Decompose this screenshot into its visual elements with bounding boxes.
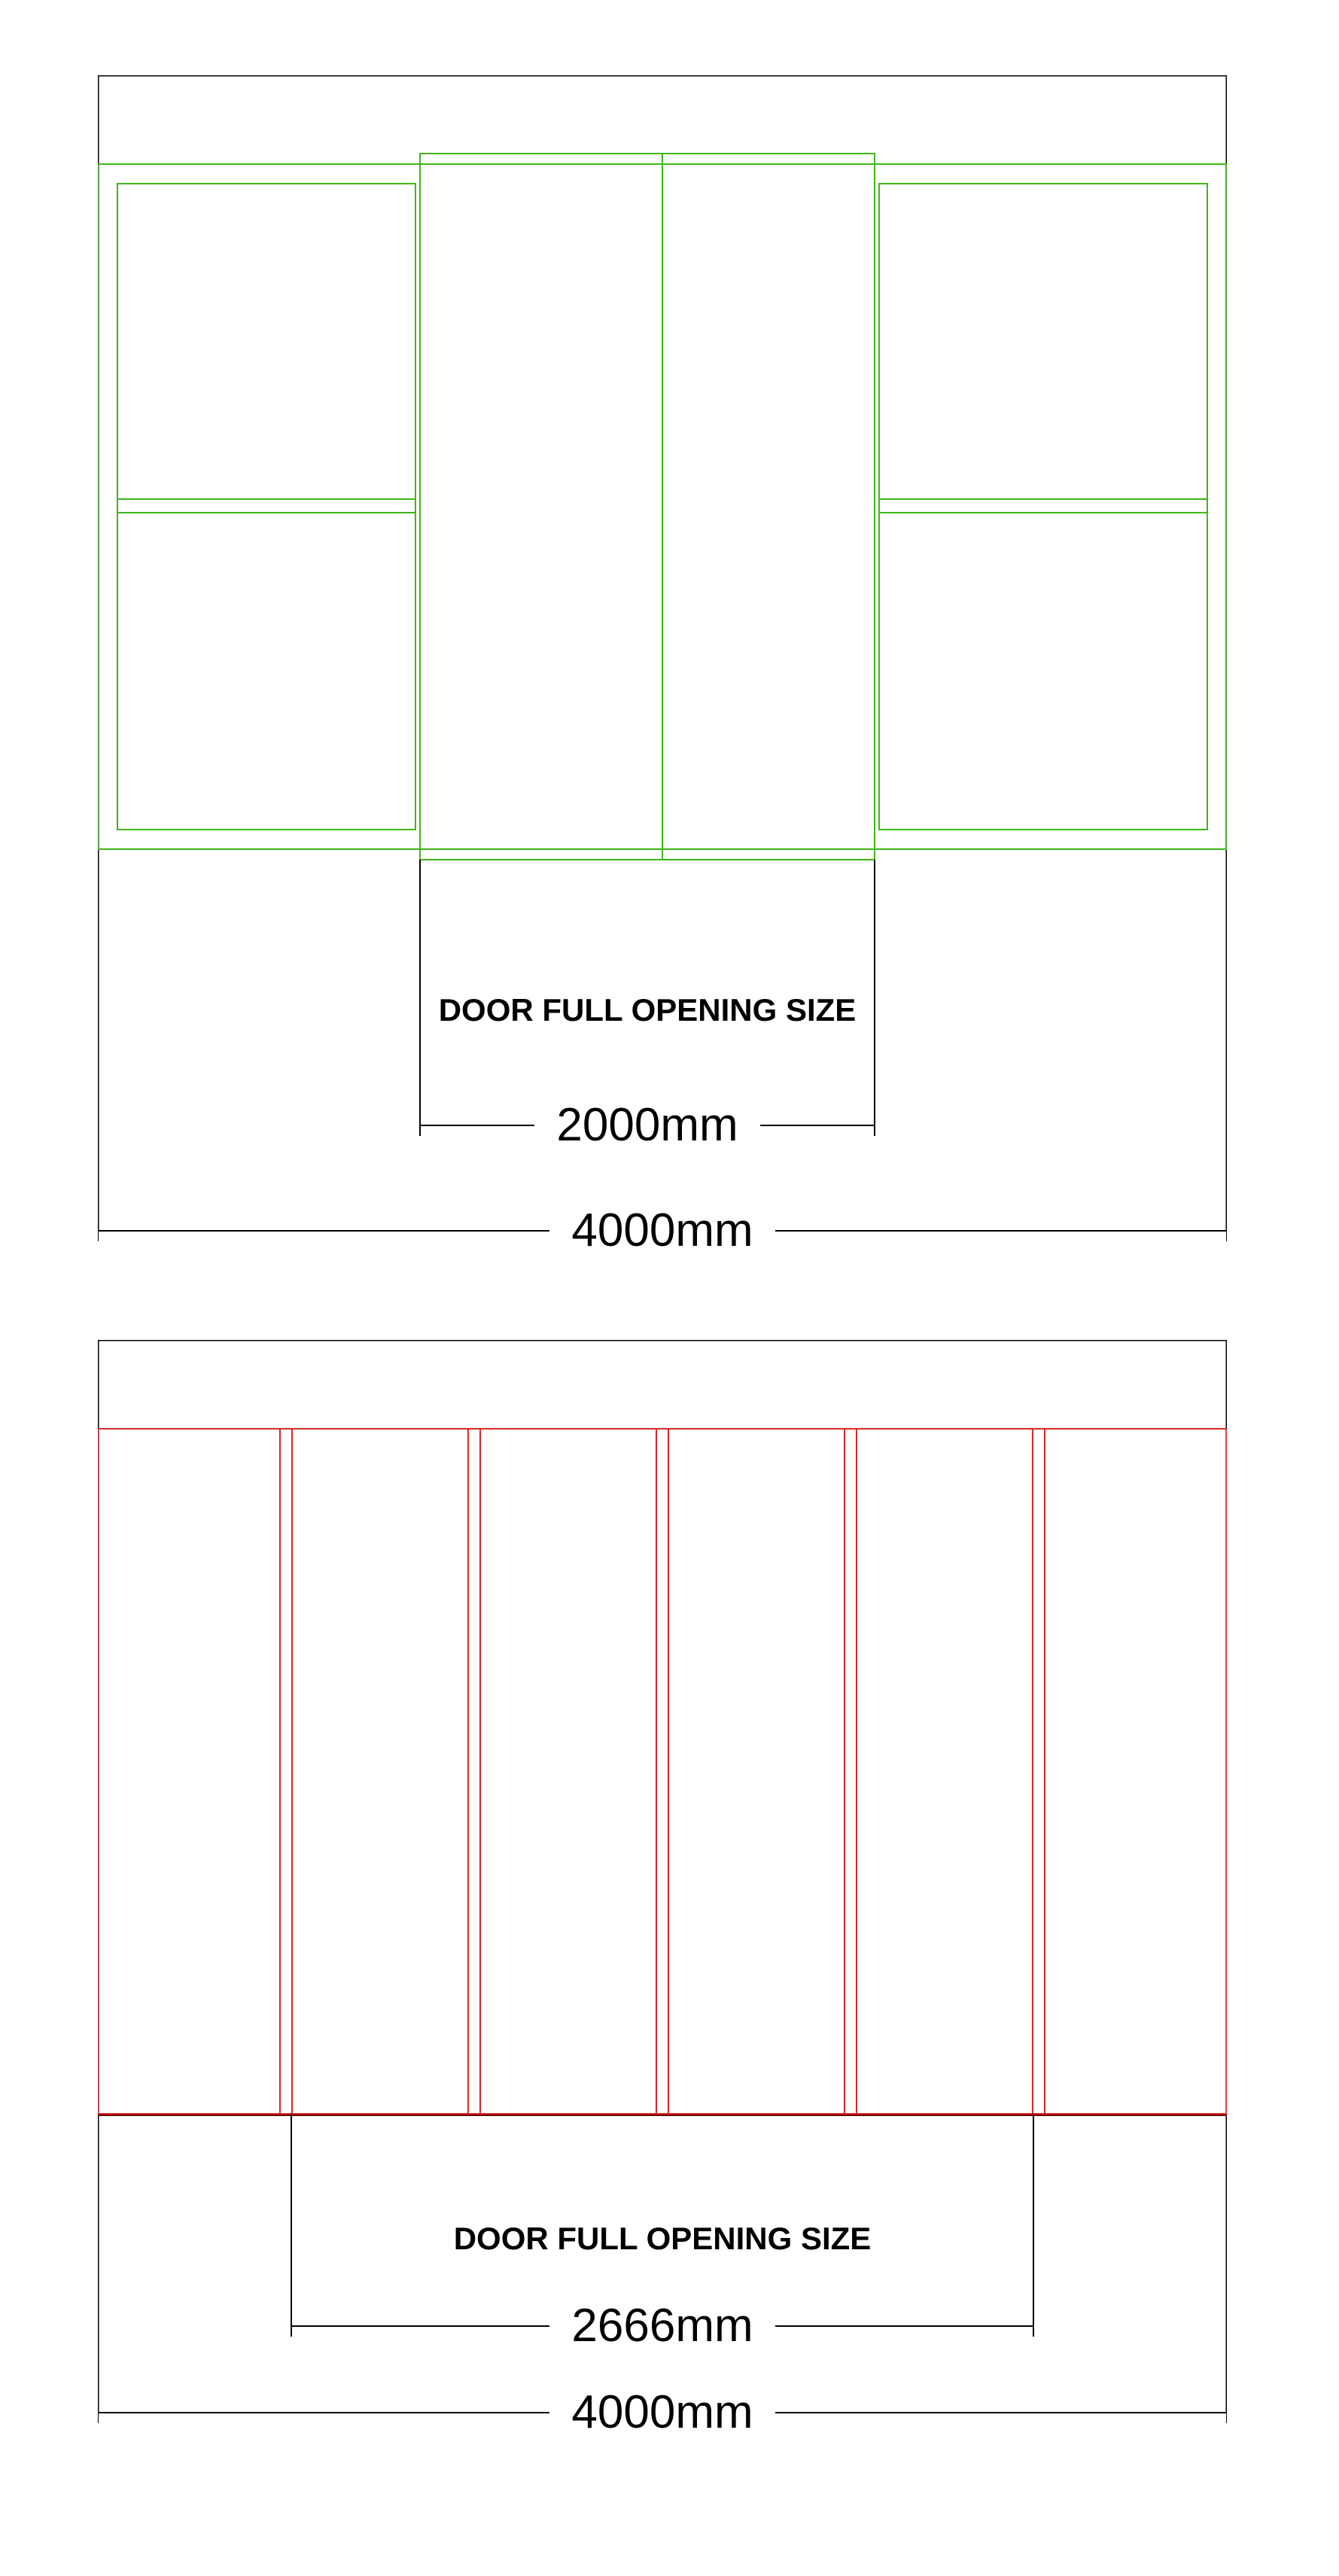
- opening-label: DOOR FULL OPENING SIZE: [439, 992, 857, 1028]
- door-diagram-red: DOOR FULL OPENING SIZE 2666mm 4000mm: [98, 1340, 1227, 2514]
- telescopic-panel: [480, 1429, 656, 2114]
- opening-label: DOOR FULL OPENING SIZE: [454, 2221, 872, 2256]
- telescopic-panel: [668, 1429, 844, 2114]
- door-assembly-green: [98, 154, 1227, 860]
- total-dimension: 4000mm: [571, 2386, 753, 2438]
- telescopic-panel: [1045, 1429, 1227, 2114]
- door-diagram-green: DOOR FULL OPENING SIZE 2000mm 4000mm: [98, 75, 1227, 1250]
- door-assembly-red: [98, 1429, 1227, 2114]
- page: DOOR FULL OPENING SIZE 2000mm 4000mm DOOR …: [0, 0, 1339, 2576]
- telescopic-panel: [98, 1429, 280, 2114]
- opening-dimension: 2666mm: [571, 2300, 753, 2352]
- opening-dimension: 2000mm: [556, 1099, 738, 1151]
- telescopic-panel: [292, 1429, 468, 2114]
- telescopic-panel: [857, 1429, 1033, 2114]
- total-dimension: 4000mm: [571, 1204, 753, 1250]
